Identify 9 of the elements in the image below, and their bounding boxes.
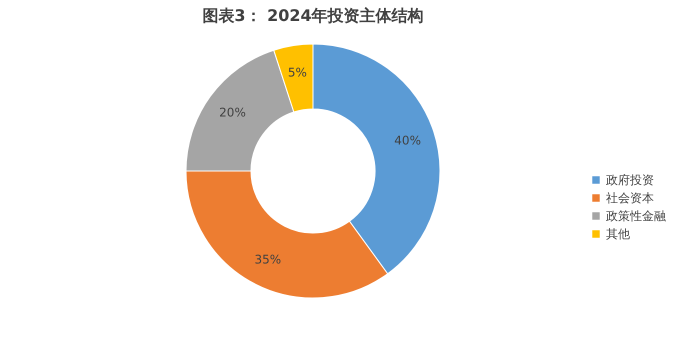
chart-title: 图表3： 2024年投资主体结构: [202, 6, 424, 25]
legend-label: 政策性金融: [606, 209, 666, 223]
legend-label: 其他: [606, 227, 630, 241]
data-label: 40%: [394, 133, 421, 148]
data-label: 35%: [254, 252, 282, 267]
data-label: 20%: [219, 106, 246, 120]
data-label: 5%: [288, 66, 307, 80]
legend-label: 政府投资: [606, 173, 654, 187]
legend-label: 社会资本: [606, 191, 654, 205]
